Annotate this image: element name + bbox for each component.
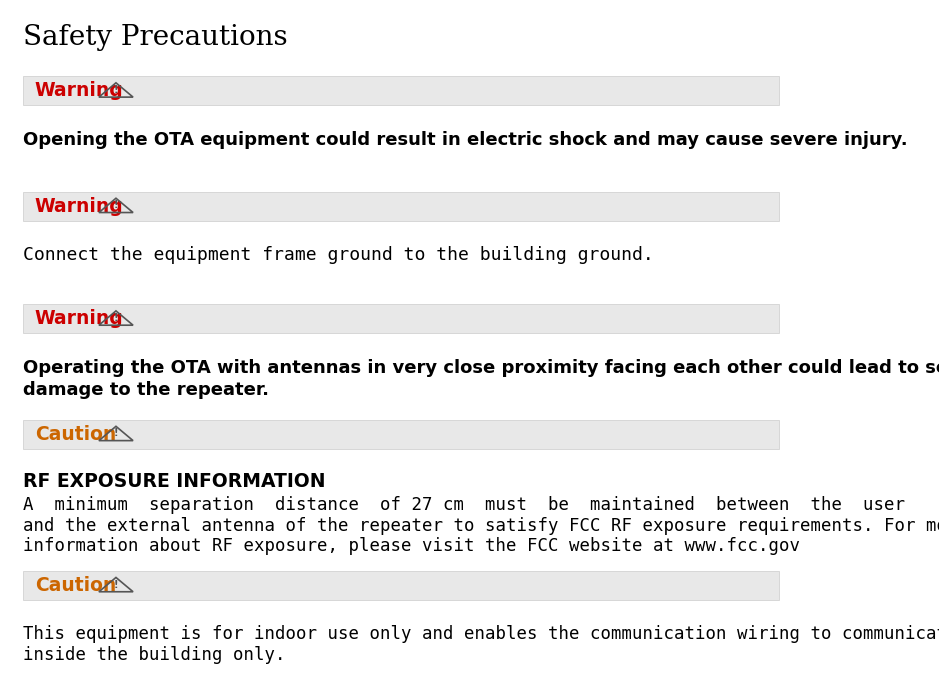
Text: information about RF exposure, please visit the FCC website at www.fcc.gov: information about RF exposure, please vi… <box>23 537 800 555</box>
Text: Caution: Caution <box>35 425 116 444</box>
Text: Warning: Warning <box>35 196 124 216</box>
Text: and the external antenna of the repeater to satisfy FCC RF exposure requirements: and the external antenna of the repeater… <box>23 517 939 534</box>
Text: Warning: Warning <box>35 309 124 328</box>
FancyBboxPatch shape <box>23 192 779 221</box>
FancyBboxPatch shape <box>23 304 779 333</box>
Text: Caution: Caution <box>35 576 116 595</box>
Text: !: ! <box>114 429 118 438</box>
Text: Safety Precautions: Safety Precautions <box>23 24 288 51</box>
FancyBboxPatch shape <box>23 76 779 105</box>
Text: Opening the OTA equipment could result in electric shock and may cause severe in: Opening the OTA equipment could result i… <box>23 131 908 148</box>
Text: Connect the equipment frame ground to the building ground.: Connect the equipment frame ground to th… <box>23 246 654 264</box>
Text: Operating the OTA with antennas in very close proximity facing each other could : Operating the OTA with antennas in very … <box>23 359 939 376</box>
Text: !: ! <box>114 580 118 589</box>
FancyBboxPatch shape <box>23 571 779 600</box>
Text: RF EXPOSURE INFORMATION: RF EXPOSURE INFORMATION <box>23 472 326 491</box>
Text: inside the building only.: inside the building only. <box>23 646 286 664</box>
Text: !: ! <box>114 85 118 95</box>
Text: This equipment is for indoor use only and enables the communication wiring to co: This equipment is for indoor use only an… <box>23 625 939 643</box>
Text: !: ! <box>114 201 118 210</box>
Text: !: ! <box>114 313 118 323</box>
Text: damage to the repeater.: damage to the repeater. <box>23 381 269 398</box>
Text: Warning: Warning <box>35 81 124 100</box>
FancyBboxPatch shape <box>23 420 779 449</box>
Text: A  minimum  separation  distance  of 27 cm  must  be  maintained  between  the  : A minimum separation distance of 27 cm m… <box>23 496 905 514</box>
